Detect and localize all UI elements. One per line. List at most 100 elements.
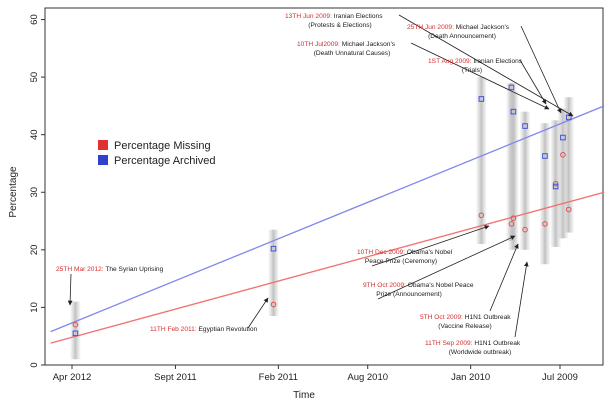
annotation-line1: 10TH Jul2009: Michael Jackson's xyxy=(297,41,396,48)
annotation: 1ST Aug 2009: Iranian Elections (Trials) xyxy=(428,58,547,105)
annotation-date: 10TH Dec 2009: xyxy=(357,249,407,256)
point-archived xyxy=(560,134,566,141)
annotation-detail: Peace Prize (Ceremony) xyxy=(365,258,437,265)
annotation-event: H1N1 Outbreak xyxy=(465,314,512,321)
point-archived xyxy=(508,84,515,91)
annotation-arrow xyxy=(371,225,490,267)
legend-label-missing: Percentage Missing xyxy=(114,140,211,152)
range-bar xyxy=(70,301,81,360)
point-missing xyxy=(552,180,559,187)
annotation-line1: 10TH Dec 2009: Obama's Nobel xyxy=(357,249,453,256)
annotation-date: 25TH Jun 2009: xyxy=(407,24,456,31)
y-axis: 0 10 20 30 40 50 60 xyxy=(29,14,45,368)
annotation-line1: 13TH Jun 2009: Iranian Elections xyxy=(285,13,383,20)
range-bars xyxy=(70,77,574,360)
annotation-detail: (Death Announcement) xyxy=(428,33,496,40)
point-missing xyxy=(508,221,515,227)
x-tick-label: Apr 2012 xyxy=(53,372,92,383)
point-archived xyxy=(552,183,559,190)
annotation-event: Iranian Elections xyxy=(473,58,522,65)
annotation-detail: Prize (Announcement) xyxy=(376,291,442,298)
annotation-date: 5TH Oct 2009: xyxy=(420,314,465,321)
annotation-arrow xyxy=(377,235,516,300)
data-points xyxy=(72,84,572,337)
point-archived xyxy=(72,330,79,337)
range-bar xyxy=(476,77,487,245)
annotation-date: 10TH Jul2009: xyxy=(297,41,342,48)
annotation-line1: 11TH Sep 2009: H1N1 Outbreak xyxy=(425,340,521,347)
point-missing xyxy=(560,152,566,158)
annotation-detail: (Protests & Elections) xyxy=(308,22,371,29)
annotation-line1: 11TH Feb 2011: Egyptian Revolution xyxy=(150,326,257,333)
point-archived xyxy=(522,123,528,129)
y-tick-label: 30 xyxy=(29,187,40,198)
annotation: 25TH Mar 2012: The Syrian Uprising xyxy=(56,266,164,306)
annotation-date: 25TH Mar 2012: xyxy=(56,266,105,273)
annotation-detail: (Vaccine Release) xyxy=(438,323,491,330)
annotation-line1: 9TH Oct 2009: Obama's Nobel Peace xyxy=(363,282,474,289)
annotation-line1: 25TH Mar 2012: The Syrian Uprising xyxy=(56,266,164,273)
annotation-arrow xyxy=(410,42,550,110)
x-tick-label: Sept 2011 xyxy=(154,372,197,383)
annotation-event: H1N1 Outbreak xyxy=(474,340,521,347)
trend-line-missing xyxy=(50,191,605,344)
point-archived xyxy=(478,96,485,102)
trend-lines xyxy=(50,105,605,344)
annotations: 25TH Mar 2012: The Syrian Uprising 11TH F… xyxy=(56,13,574,356)
annotation-date: 11TH Feb 2011: xyxy=(150,326,199,333)
annotation-detail: (Trials) xyxy=(462,67,482,74)
range-bar xyxy=(563,97,574,233)
point-missing xyxy=(565,206,572,213)
annotation-line1: 25TH Jun 2009: Michael Jackson's xyxy=(407,24,510,31)
annotation-date: 11TH Sep 2009: xyxy=(425,340,474,347)
point-missing xyxy=(270,301,277,308)
range-bar xyxy=(539,123,550,265)
y-tick-label: 20 xyxy=(29,245,40,256)
y-tick-label: 10 xyxy=(29,302,40,313)
annotation-event: Michael Jackson's xyxy=(456,24,510,31)
x-tick-label: Jan 2010 xyxy=(451,372,490,383)
annotation-line1: 1ST Aug 2009: Iranian Elections xyxy=(428,58,523,65)
legend-label-archived: Percentage Archived xyxy=(114,155,216,167)
point-missing xyxy=(478,212,485,219)
x-tick-label: Jul 2009 xyxy=(542,372,578,383)
annotation-event: The Syrian Uprising xyxy=(105,266,163,273)
annotation-event: Obama's Nobel Peace xyxy=(408,282,474,289)
x-axis-title: Time xyxy=(293,390,315,401)
annotation: 25TH Jun 2009: Michael Jackson's (Death A… xyxy=(407,24,562,114)
point-missing xyxy=(542,221,548,227)
annotation: 11TH Sep 2009: H1N1 Outbreak (Worldwide o… xyxy=(425,261,529,356)
y-tick-label: 60 xyxy=(29,14,40,25)
range-bar xyxy=(557,108,568,239)
y-tick-label: 40 xyxy=(29,129,40,140)
annotation-arrow xyxy=(489,243,519,312)
range-bar xyxy=(268,229,279,317)
range-bar xyxy=(508,91,519,250)
annotation-event: Egyptian Revolution xyxy=(199,326,258,333)
point-missing xyxy=(510,215,517,221)
annotation-date: 9TH Oct 2009: xyxy=(363,282,408,289)
range-bar xyxy=(550,120,561,247)
legend-swatch-missing xyxy=(98,140,108,150)
annotation: 5TH Oct 2009: H1N1 Outbreak (Vaccine Rele… xyxy=(420,243,519,330)
y-axis-title: Percentage xyxy=(8,166,19,218)
annotation: 10TH Dec 2009: Obama's Nobel Peace Prize … xyxy=(357,225,490,267)
annotation-arrow xyxy=(514,261,529,338)
annotation-event: Iranian Elections xyxy=(334,13,383,20)
annotation-detail: (Death Unnatural Causes) xyxy=(314,50,391,57)
legend: Percentage Missing Percentage Archived xyxy=(98,140,216,167)
annotation-date: 13TH Jun 2009: xyxy=(285,13,334,20)
annotation-arrow xyxy=(247,297,269,329)
annotation: 9TH Oct 2009: Obama's Nobel Peace Prize (… xyxy=(363,235,516,300)
x-axis: Apr 2012 Sept 2011 Feb 2011 Aug 2010 Jan 201… xyxy=(53,365,578,383)
trend-line-archived xyxy=(50,105,605,333)
point-archived xyxy=(270,245,277,252)
annotation-arrow xyxy=(520,25,562,114)
point-missing xyxy=(522,226,528,233)
annotation-event: Obama's Nobel xyxy=(407,249,453,256)
annotation-arrow xyxy=(67,273,73,306)
point-missing xyxy=(72,321,79,328)
annotation-event: Michael Jackson's xyxy=(342,41,396,48)
x-tick-label: Feb 2011 xyxy=(259,372,298,383)
range-bar xyxy=(520,111,531,250)
